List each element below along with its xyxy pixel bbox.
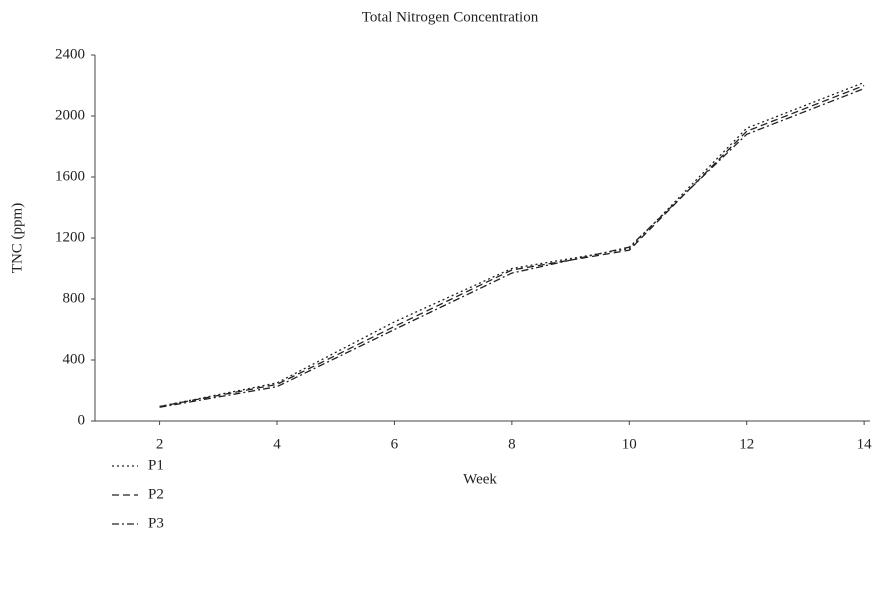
- x-tick-label: 2: [156, 436, 164, 452]
- chart-title: Total Nitrogen Concentration: [362, 9, 539, 25]
- legend-label: P3: [148, 515, 164, 531]
- y-tick-label: 0: [78, 412, 86, 428]
- x-axis-title: Week: [463, 471, 497, 487]
- x-tick-label: 8: [508, 436, 516, 452]
- y-tick-label: 400: [63, 351, 86, 367]
- y-tick-label: 1600: [55, 168, 85, 184]
- x-tick-label: 10: [622, 436, 637, 452]
- series-line: [159, 81, 865, 408]
- x-tick-label: 6: [391, 436, 399, 452]
- series-line: [159, 84, 865, 408]
- x-tick-label: 14: [857, 436, 873, 452]
- y-tick-label: 2000: [55, 107, 85, 123]
- series-line: [159, 87, 865, 408]
- x-tick-label: 4: [273, 436, 281, 452]
- y-tick-label: 800: [63, 290, 86, 306]
- y-tick-label: 2400: [55, 46, 85, 62]
- x-tick-label: 12: [739, 436, 754, 452]
- legend-label: P1: [148, 457, 164, 473]
- legend-label: P2: [148, 486, 164, 502]
- y-tick-label: 1200: [55, 229, 85, 245]
- y-axis-title: TNC (ppm): [9, 203, 25, 273]
